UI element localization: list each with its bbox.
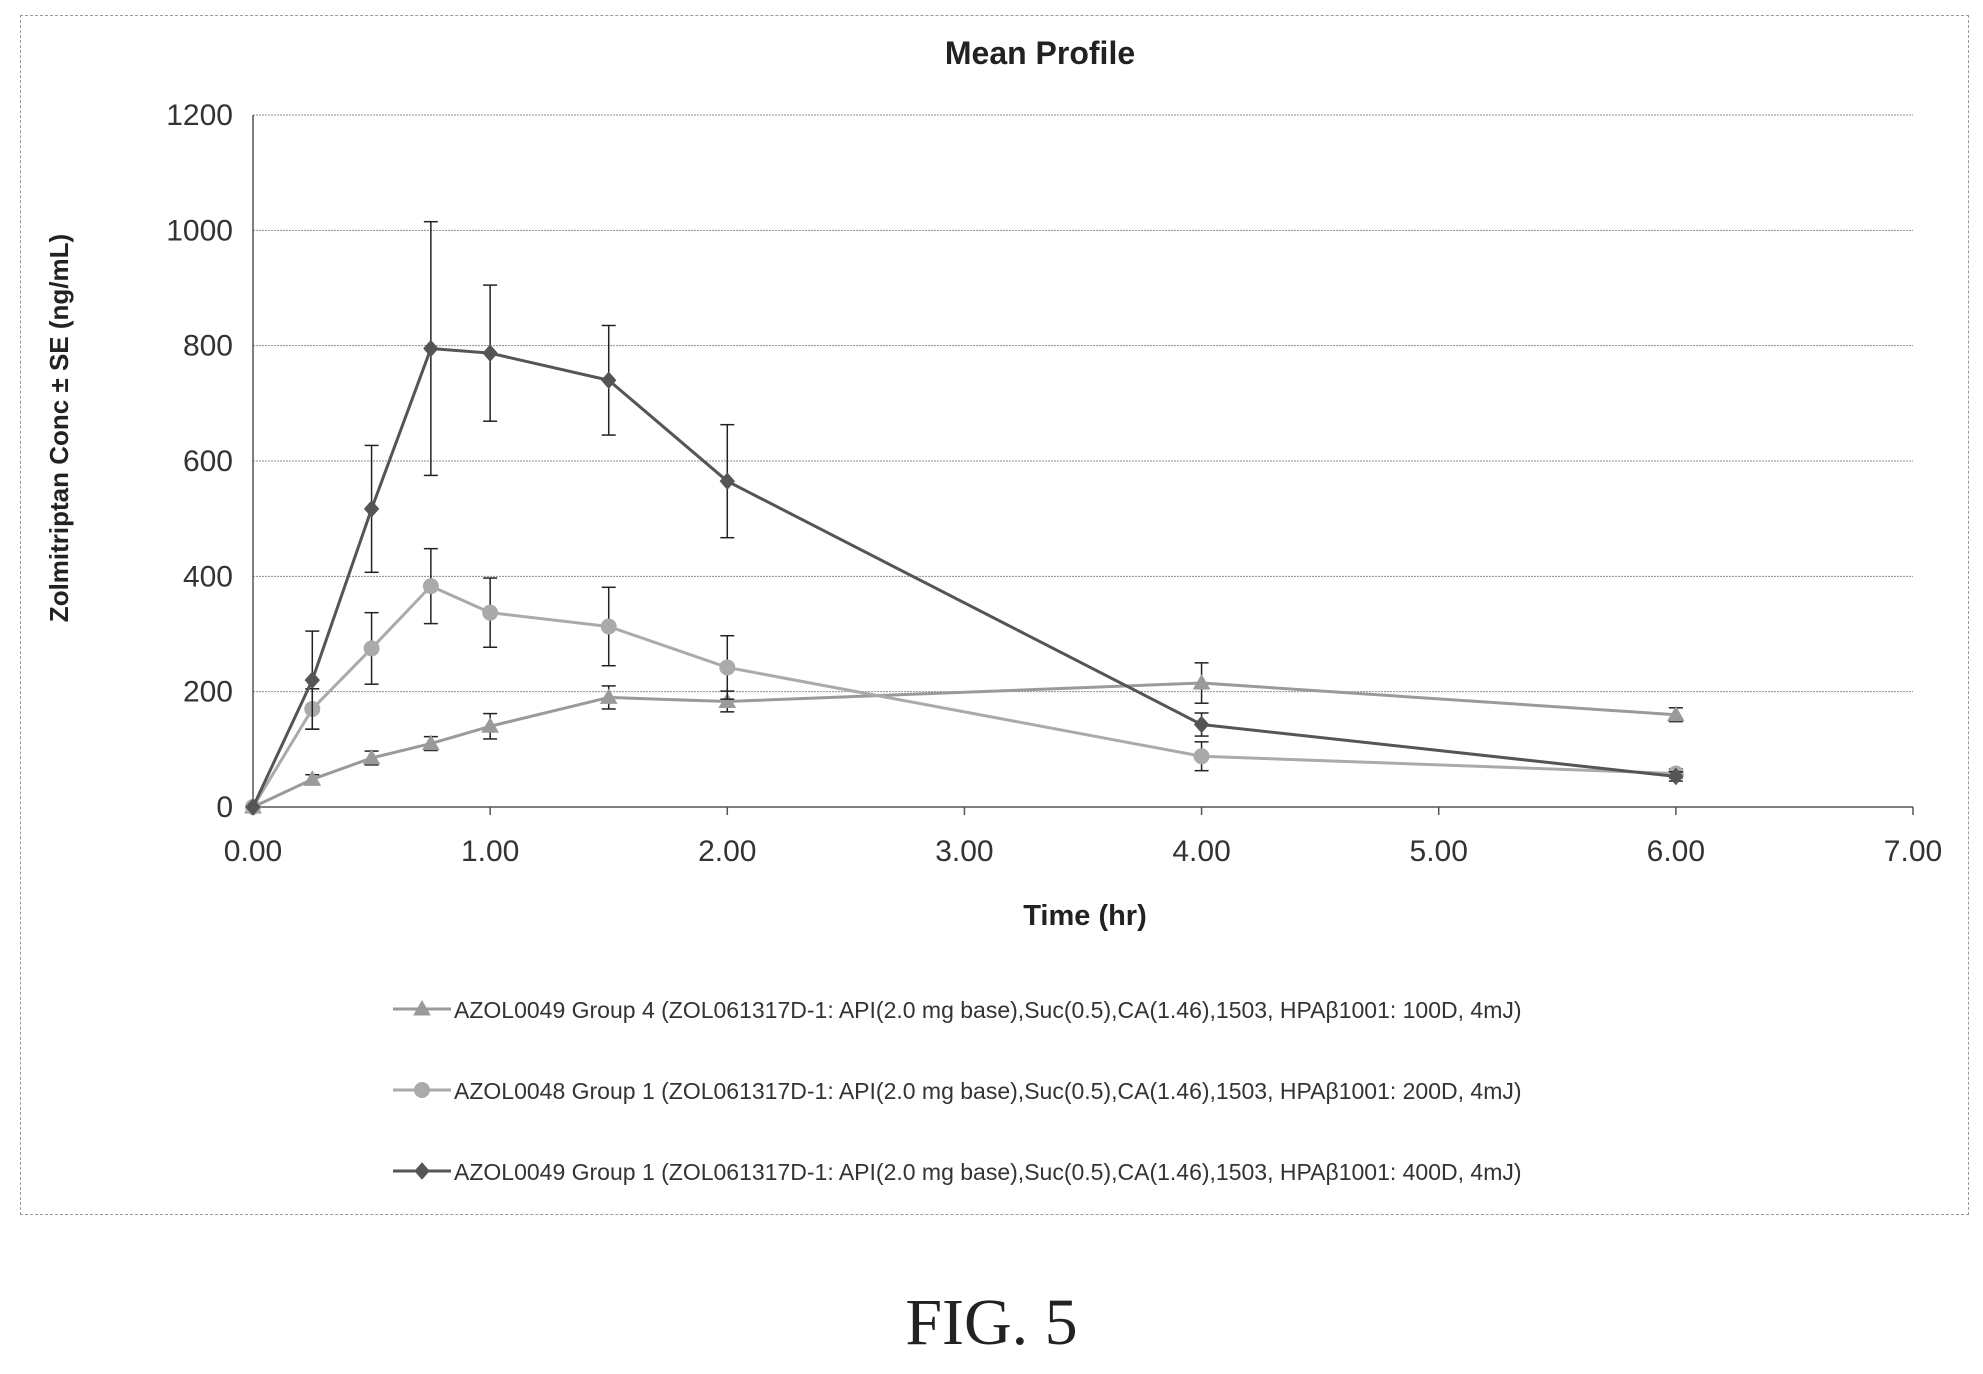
legend-entry-1: AZOL0049 Group 4 (ZOL061317D-1: API(2.0 … bbox=[393, 997, 1522, 1023]
y-tick-label: 200 bbox=[183, 676, 233, 709]
chart-svg: Mean Profile 0 200 400 600 800 1000 1200 0.00 1.… bbox=[44, 35, 1942, 1185]
y-tick-label: 1200 bbox=[166, 99, 233, 132]
legend-marker bbox=[414, 1082, 430, 1098]
data-point bbox=[481, 717, 500, 733]
series-1 bbox=[244, 662, 1685, 814]
y-tick-label: 600 bbox=[183, 445, 233, 478]
chart-title: Mean Profile bbox=[945, 35, 1135, 71]
data-point bbox=[599, 688, 618, 704]
x-axis-label: Time (hr) bbox=[1023, 900, 1147, 932]
data-point bbox=[363, 500, 380, 518]
axes: 0 200 400 600 800 1000 1200 0.00 1.00 2.00 3.00 4.0… bbox=[166, 99, 1942, 868]
data-point bbox=[363, 640, 380, 657]
x-tick-label: 7.00 bbox=[1884, 835, 1942, 868]
x-tick-label: 1.00 bbox=[461, 835, 519, 868]
data-point bbox=[1193, 715, 1210, 734]
data-point bbox=[304, 671, 320, 689]
data-series bbox=[244, 220, 1685, 816]
data-point bbox=[718, 692, 737, 708]
chart-frame bbox=[20, 15, 1969, 1215]
x-tick-label: 3.00 bbox=[935, 835, 993, 868]
y-axis-label: Zolmitriptan Conc ± SE (ng/mL) bbox=[44, 234, 74, 622]
x-tick-label: 2.00 bbox=[698, 835, 756, 868]
x-tick-label: 6.00 bbox=[1647, 835, 1705, 868]
data-point bbox=[482, 344, 498, 362]
series-2 bbox=[245, 547, 1684, 815]
data-point bbox=[600, 618, 617, 635]
data-point bbox=[303, 770, 322, 786]
x-tick-label: 0.00 bbox=[224, 835, 282, 868]
data-point bbox=[482, 604, 499, 621]
legend-label: AZOL0049 Group 4 (ZOL061317D-1: API(2.0 … bbox=[454, 997, 1522, 1023]
grid-lines bbox=[253, 114, 1913, 693]
x-tick-label: 5.00 bbox=[1410, 835, 1468, 868]
data-point bbox=[245, 798, 261, 816]
series-line bbox=[251, 347, 1677, 808]
legend: AZOL0049 Group 4 (ZOL061317D-1: API(2.0 … bbox=[393, 997, 1522, 1185]
legend-entry-3: AZOL0049 Group 1 (ZOL061317D-1: API(2.0 … bbox=[393, 1159, 1522, 1185]
legend-label: AZOL0048 Group 1 (ZOL061317D-1: API(2.0 … bbox=[454, 1078, 1522, 1104]
y-tick-label: 1000 bbox=[166, 214, 233, 247]
series-line bbox=[251, 584, 1676, 808]
legend-marker bbox=[413, 999, 431, 1016]
series-line bbox=[252, 681, 1676, 809]
legend-marker bbox=[414, 1162, 430, 1180]
data-point bbox=[1666, 705, 1685, 722]
data-point bbox=[362, 748, 381, 765]
legend-entry-2: AZOL0048 Group 1 (ZOL061317D-1: API(2.0 … bbox=[393, 1078, 1522, 1104]
data-point bbox=[1668, 767, 1684, 786]
data-point bbox=[719, 472, 735, 490]
data-point bbox=[421, 734, 440, 751]
data-point bbox=[601, 371, 617, 390]
figure-label: FIG. 5 bbox=[905, 1286, 1078, 1359]
legend-label: AZOL0049 Group 1 (ZOL061317D-1: API(2.0 … bbox=[454, 1159, 1522, 1185]
data-point bbox=[423, 339, 439, 358]
y-tick-label: 800 bbox=[183, 330, 233, 363]
data-point bbox=[422, 578, 439, 595]
y-tick-label: 0 bbox=[216, 791, 233, 824]
data-point bbox=[1192, 674, 1211, 690]
data-point bbox=[1193, 748, 1210, 765]
series-3 bbox=[245, 220, 1684, 816]
y-tick-label: 400 bbox=[183, 560, 233, 593]
data-point bbox=[719, 659, 736, 676]
x-tick-label: 4.00 bbox=[1172, 835, 1230, 868]
